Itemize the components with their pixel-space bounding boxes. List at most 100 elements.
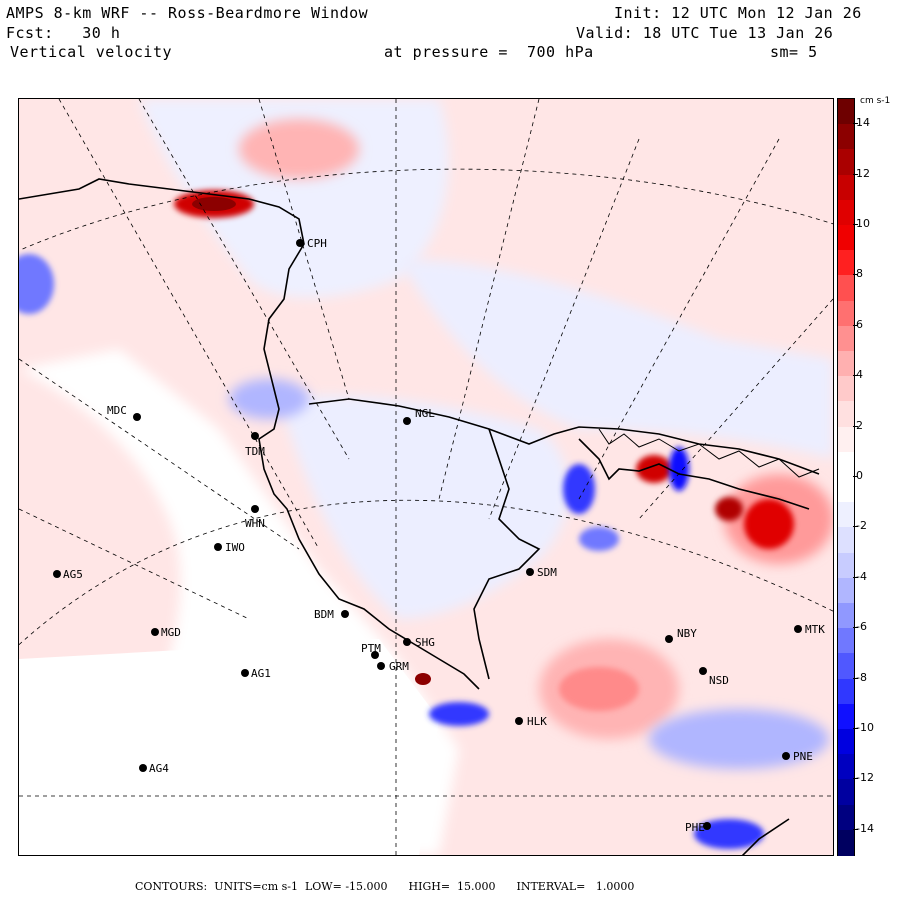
station-label-mgd: MGD — [161, 626, 181, 639]
stations: CPH MDC TDM NGL WHN IWO AG5 SDM BDM MGD … — [53, 237, 825, 834]
colorbar-tick-mark — [853, 476, 858, 477]
field-lower-left-white — [19, 639, 439, 855]
field-red-cell-north-core — [192, 197, 236, 211]
station-marker-pne — [782, 752, 790, 760]
forecast-hour: Fcst: 30 h — [6, 24, 121, 42]
station-label-pne: PNE — [793, 750, 813, 763]
field-blue-band-shore — [229, 379, 309, 419]
station-label-ag1: AG1 — [251, 667, 271, 680]
colorbar-tick-mark — [853, 324, 858, 326]
colorbar-tick-label: -12 — [856, 771, 874, 785]
station-label-bdm: BDM — [314, 608, 334, 621]
colorbar-tick-mark — [853, 173, 858, 175]
station-marker-ngl — [403, 417, 411, 425]
colorbar-tick-label: 0 — [856, 469, 863, 482]
colorbar-tick-mark — [853, 677, 858, 679]
station-label-mdc: MDC — [107, 404, 127, 417]
colorbar-segment — [838, 99, 854, 125]
field-pink-blob-top — [239, 119, 359, 179]
colorbar-segment — [838, 174, 854, 201]
colorbar-tick-label: 2 — [856, 418, 863, 432]
station-label-grm: GRM — [389, 660, 409, 673]
station-label-mtk: MTK — [805, 623, 825, 636]
station-label-tdm: TDM — [245, 445, 265, 458]
station-marker-hlk — [515, 717, 523, 725]
colorbar-segment — [838, 477, 854, 503]
colorbar-segment — [838, 351, 854, 377]
station-label-whn: WHN — [245, 517, 265, 530]
colorbar-tick-mark — [853, 425, 858, 427]
colorbar-segment — [838, 628, 854, 655]
field-blue-cell-east3 — [579, 527, 619, 551]
colorbar-segment — [838, 678, 854, 705]
colorbar-tick-label: 4 — [856, 368, 863, 382]
colorbar-segment — [838, 275, 854, 302]
colorbar-segment — [838, 552, 854, 579]
station-marker-bdm — [341, 610, 349, 618]
station-label-shg: SHG — [415, 636, 435, 649]
field-blue-cell-west — [19, 254, 54, 314]
field-right-lavender — [399, 259, 833, 459]
station-marker-nsd — [699, 667, 707, 675]
colorbar-segment — [838, 502, 854, 529]
colorbar-tick-label: 12 — [856, 166, 870, 180]
colorbar-segment — [838, 754, 854, 781]
colorbar-tick-label: 14 — [856, 116, 870, 130]
colorbar-tick-mark — [853, 375, 858, 377]
station-marker-nby — [665, 635, 673, 643]
colorbar-tick-mark — [853, 576, 858, 578]
station-label-ag4: AG4 — [149, 762, 169, 775]
station-marker-ag5 — [53, 570, 61, 578]
map-canvas[interactable]: CPH MDC TDM NGL WHN IWO AG5 SDM BDM MGD … — [19, 99, 833, 855]
station-marker-iwo — [214, 543, 222, 551]
station-label-phe: PHE — [685, 821, 705, 834]
colorbar-tick-label: 6 — [856, 317, 863, 331]
colorbar-segment — [838, 603, 854, 629]
valid-time: Valid: 18 UTC Tue 13 Jan 26 — [576, 24, 834, 42]
station-marker-sdm — [526, 568, 534, 576]
colorbar-segment — [838, 829, 854, 856]
colorbar-tick-label: -14 — [856, 821, 874, 835]
colorbar-tick-mark — [853, 526, 858, 528]
station-marker-mdc — [133, 413, 141, 421]
station-marker-shg — [403, 638, 411, 646]
colorbar-tick-mark — [853, 828, 858, 830]
field-blue-cell-east1 — [563, 464, 595, 514]
colorbar-segment — [838, 779, 854, 806]
field-red-cell-east3 — [744, 499, 794, 549]
colorbar-tick-mark — [853, 274, 858, 276]
station-label-cph: CPH — [307, 237, 327, 250]
smoothing: sm= 5 — [770, 43, 818, 61]
station-marker-grm — [377, 662, 385, 670]
station-label-ptm: PTM — [361, 642, 381, 655]
colorbar-tick-mark — [853, 224, 858, 225]
colorbar-tick-label: -8 — [856, 670, 867, 684]
station-marker-cph — [296, 239, 304, 247]
colorbar-tick-label: -6 — [856, 620, 867, 634]
colorbar-segment — [838, 451, 854, 478]
colorbar — [837, 98, 855, 856]
field-red-cell-east2 — [715, 497, 743, 521]
colorbar-segment — [838, 703, 854, 730]
station-marker-mtk — [794, 625, 802, 633]
station-label-sdm: SDM — [537, 566, 557, 579]
colorbar-segment — [838, 653, 854, 680]
colorbar-segment — [838, 426, 854, 453]
init-time: Init: 12 UTC Mon 12 Jan 26 — [614, 4, 862, 22]
colorbar-segment — [838, 225, 854, 251]
colorbar-segment — [838, 149, 854, 176]
colorbar-tick-mark — [853, 728, 858, 729]
station-label-nby: NBY — [677, 627, 697, 640]
colorbar-tick-mark — [853, 123, 858, 125]
map-panel[interactable]: CPH MDC TDM NGL WHN IWO AG5 SDM BDM MGD … — [18, 98, 834, 856]
colorbar-tick-mark — [853, 627, 858, 629]
colorbar-segment — [838, 199, 854, 226]
station-label-hlk: HLK — [527, 715, 547, 728]
station-label-iwo: IWO — [225, 541, 245, 554]
pressure-level: at pressure = 700 hPa — [384, 43, 594, 61]
title-left-line1: AMPS 8-km WRF -- Ross-Beardmore Window — [6, 4, 369, 22]
station-label-ag5: AG5 — [63, 568, 83, 581]
coastline-detail-east — [598, 428, 820, 478]
colorbar-segment — [838, 124, 854, 151]
colorbar-tick-label: 10 — [856, 217, 870, 230]
